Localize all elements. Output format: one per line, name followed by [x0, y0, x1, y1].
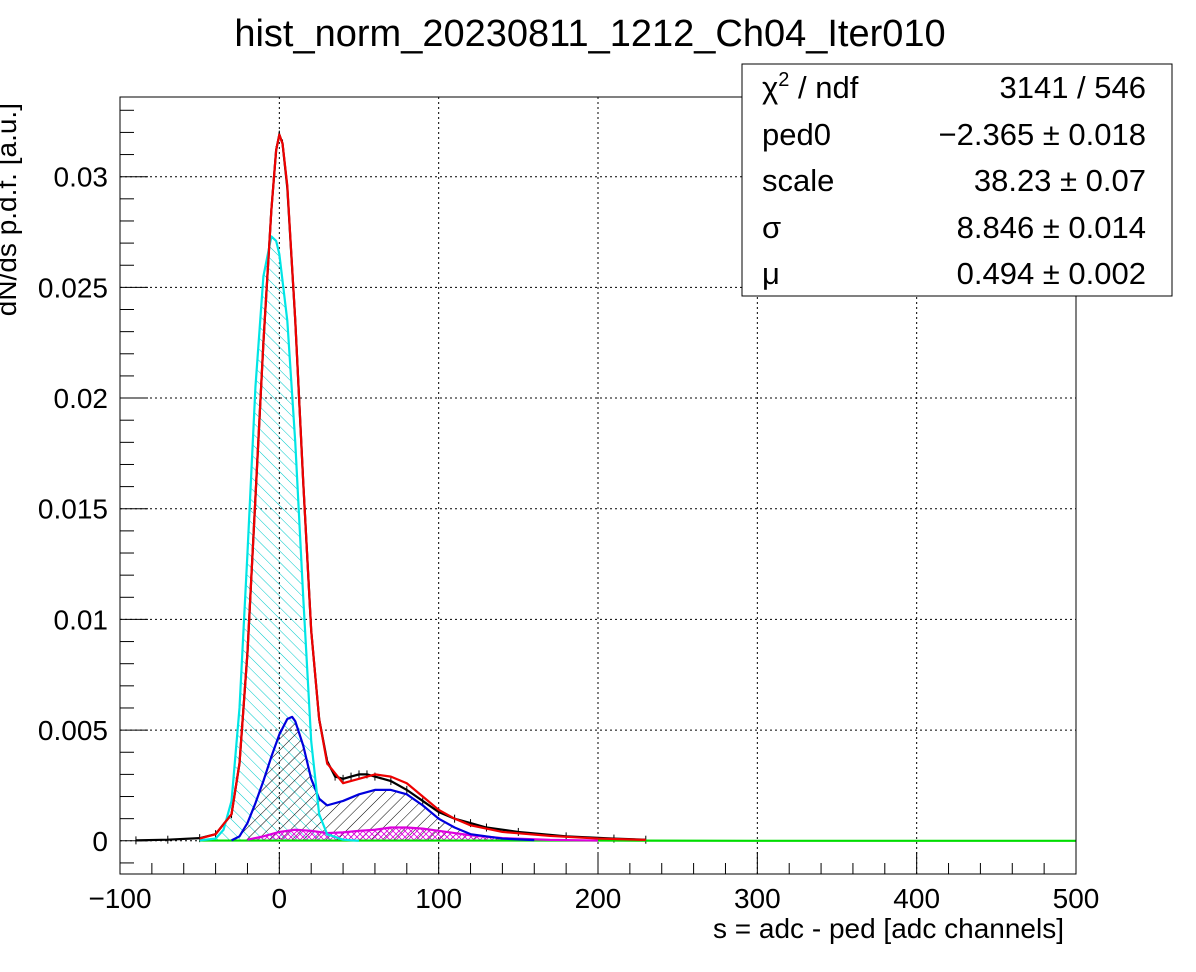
- y-tick-label: 0.02: [54, 383, 109, 414]
- stats-box-frame: [741, 63, 1173, 297]
- stats-label-rest: / ndf: [789, 70, 858, 105]
- stats-label-main: σ: [762, 210, 781, 245]
- x-tick-label: 300: [734, 883, 781, 914]
- stats-label-ped0: ped0: [762, 117, 831, 152]
- x-tick-label: 400: [893, 883, 940, 914]
- y-tick-label: 0.03: [54, 162, 109, 193]
- series-layer: [135, 130, 1076, 845]
- stats-value-ped0: −2.365 ± 0.018: [939, 117, 1147, 152]
- x-tick-label: 100: [415, 883, 462, 914]
- y-tick-label: 0.025: [38, 272, 108, 303]
- stats-label-chi2: χ2 / ndf: [762, 69, 859, 105]
- stats-label-scale: scale: [762, 163, 834, 198]
- pedestal-component-line: [199, 235, 360, 842]
- stats-value-chi2: 3141 / 546: [999, 70, 1146, 105]
- stats-label-main: scale: [762, 163, 834, 198]
- stats-label-sigma: σ: [762, 210, 781, 245]
- x-tick-label: 200: [575, 883, 622, 914]
- data-series: [135, 130, 646, 842]
- stats-value-scale: 38.23 ± 0.07: [974, 163, 1146, 198]
- stats-box: χ2 / ndf 3141 / 546 ped0 −2.365 ± 0.018 scal…: [741, 63, 1173, 297]
- x-axis-label: s = adc - ped [adc channels]: [713, 913, 1064, 944]
- stats-value-mu: 0.494 ± 0.002: [957, 256, 1146, 291]
- x-tick-label: −100: [88, 883, 151, 914]
- stats-label-mu: μ: [762, 256, 780, 291]
- y-tick-label: 0.015: [38, 494, 108, 525]
- y-tick-label: 0.005: [38, 715, 108, 746]
- stats-label-sup: 2: [778, 69, 789, 91]
- y-tick-label: 0.01: [54, 604, 109, 635]
- chart-title: hist_norm_20230811_1212_Ch04_Iter010: [234, 13, 945, 55]
- x-tick-label: 500: [1053, 883, 1100, 914]
- y-tick-label: 0: [92, 826, 108, 857]
- stats-label-main: χ: [762, 70, 778, 105]
- stats-label-main: ped0: [762, 117, 831, 152]
- axis-tick-labels: −100 0 100 200 300 400 500 0 0.005 0.01 0.015 0.02 0…: [38, 162, 1099, 914]
- one-photoelectron-component-fill: [231, 716, 535, 841]
- x-tick-label: 0: [272, 883, 288, 914]
- axis-ticks: [119, 109, 1077, 874]
- total-fit-line: [199, 133, 646, 842]
- stats-label-main: μ: [762, 256, 780, 291]
- y-axis-label: dN/ds p.d.f. [a.u.]: [0, 103, 22, 316]
- stats-value-sigma: 8.846 ± 0.014: [957, 210, 1146, 245]
- pedestal-component-fill: [199, 236, 359, 841]
- one-photoelectron-component-line: [231, 715, 535, 842]
